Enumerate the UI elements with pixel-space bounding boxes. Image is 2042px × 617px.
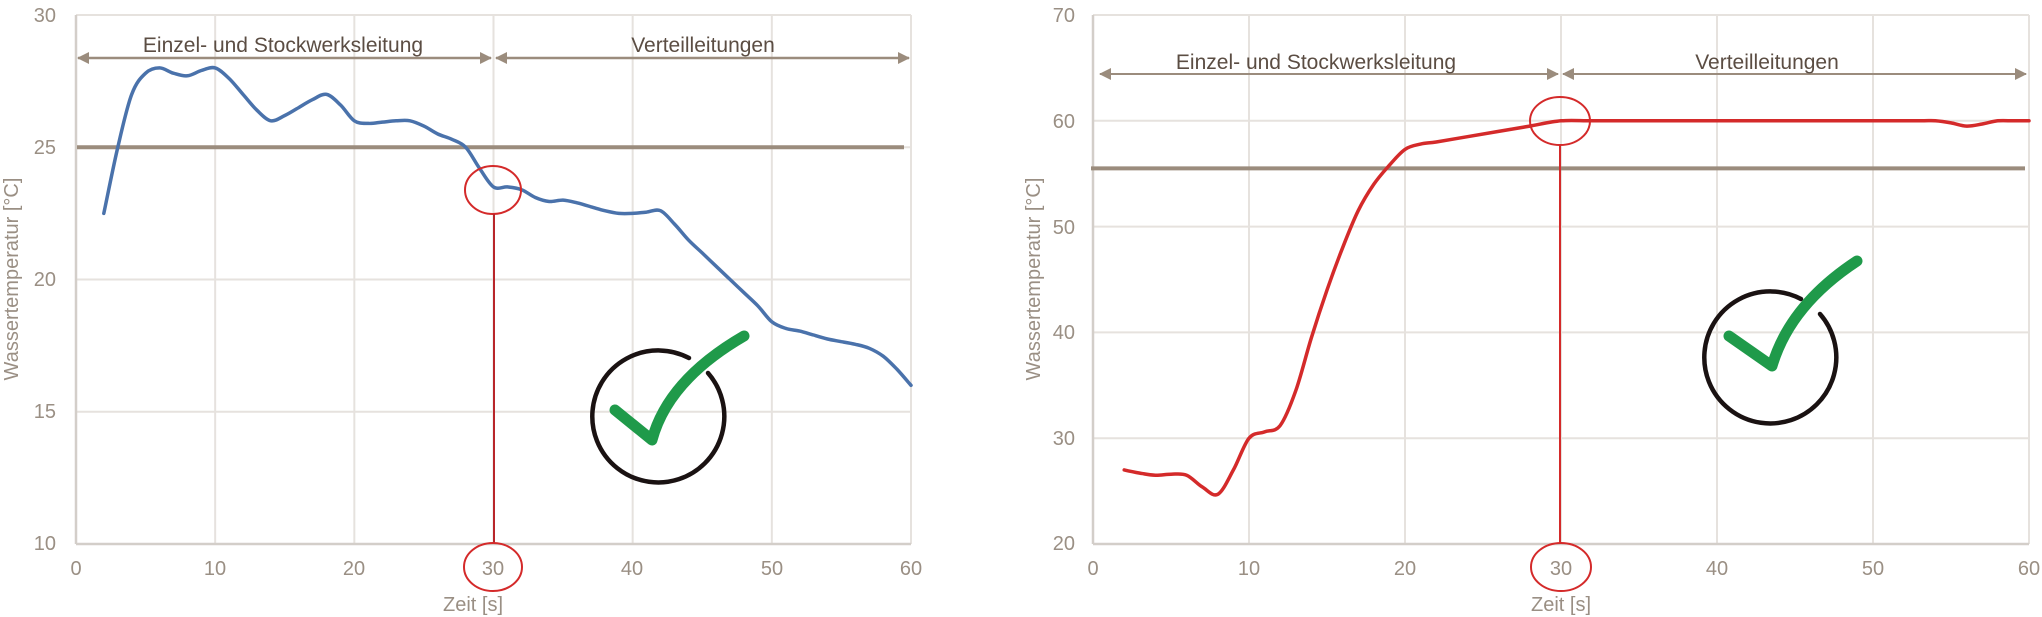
temperature-curve-blue xyxy=(102,65,913,388)
x-tick-label: 40 xyxy=(1706,558,1728,580)
x-tick-labels: 0 10 20 30 40 50 60 xyxy=(1087,558,2040,580)
temperature-curve-red xyxy=(1122,118,2031,497)
y-tick-label: 60 xyxy=(1053,111,1075,133)
x-tick-labels: 0 10 20 30 40 50 60 xyxy=(70,558,922,580)
region-label-einzel: Einzel- und Stockwerksleitung xyxy=(1176,51,1456,74)
y-tick-label: 25 xyxy=(34,137,56,159)
chart-left: 30 25 20 15 10 0 10 20 30 40 50 60 Zeit … xyxy=(1,5,922,616)
x-tick-label: 20 xyxy=(1394,558,1416,580)
y-tick-label: 20 xyxy=(34,269,56,291)
x-tick-label: 10 xyxy=(1238,558,1260,580)
x-axis-title: Zeit [s] xyxy=(443,594,503,616)
region-label-verteil: Verteilleitungen xyxy=(1695,51,1839,74)
region-label-einzel: Einzel- und Stockwerksleitung xyxy=(143,34,423,57)
x-tick-label: 20 xyxy=(343,558,365,580)
y-tick-labels: 30 25 20 15 10 xyxy=(34,5,56,555)
x-tick-label: 30 xyxy=(1550,558,1572,580)
x-tick-label: 10 xyxy=(204,558,226,580)
x-tick-label: 60 xyxy=(2018,558,2040,580)
y-tick-label: 30 xyxy=(34,5,56,27)
y-tick-label: 70 xyxy=(1053,5,1075,27)
y-tick-label: 40 xyxy=(1053,322,1075,344)
y-tick-label: 30 xyxy=(1053,428,1075,450)
x-axis-title: Zeit [s] xyxy=(1531,594,1591,616)
region-label-verteil: Verteilleitungen xyxy=(631,34,775,57)
x-tick-label: 50 xyxy=(761,558,783,580)
marker-30s xyxy=(463,165,523,592)
tick-highlight-ellipse xyxy=(463,542,523,592)
check-in-circle-icon xyxy=(590,330,750,485)
marker-30s xyxy=(1529,96,1592,592)
x-tick-label: 60 xyxy=(900,558,922,580)
chart-right: 70 60 50 40 30 20 0 10 20 30 40 50 60 Ze… xyxy=(1023,5,2040,616)
tick-highlight-ellipse xyxy=(1530,542,1592,592)
x-tick-label: 50 xyxy=(1862,558,1884,580)
y-axis-title: Wassertemperatur [°C] xyxy=(1,178,23,381)
y-tick-label: 50 xyxy=(1053,217,1075,239)
x-tick-label: 30 xyxy=(482,558,504,580)
check-in-circle-icon xyxy=(1702,255,1863,426)
y-axis-title: Wassertemperatur [°C] xyxy=(1023,178,1045,381)
x-tick-label: 40 xyxy=(621,558,643,580)
y-tick-label: 10 xyxy=(34,533,56,555)
x-tick-label: 0 xyxy=(1087,558,1098,580)
y-tick-label: 15 xyxy=(34,401,56,423)
y-tick-label: 20 xyxy=(1053,533,1075,555)
y-tick-labels: 70 60 50 40 30 20 xyxy=(1053,5,1075,555)
x-tick-label: 0 xyxy=(70,558,81,580)
